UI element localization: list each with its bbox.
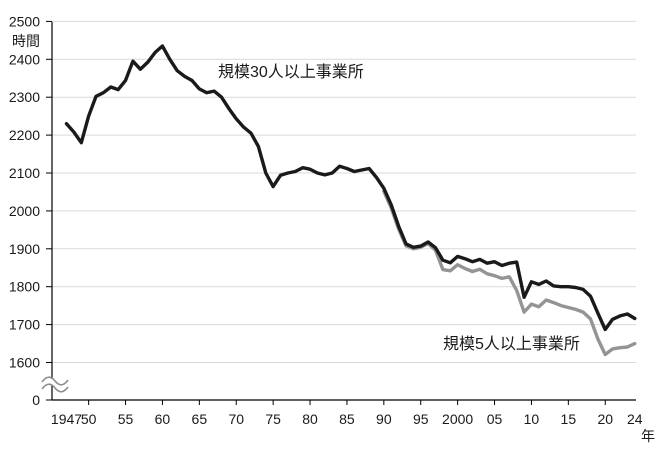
x-tick-label: 95 (413, 411, 429, 427)
y-tick-label: 2500 (9, 13, 40, 29)
axis-break-icon (41, 383, 69, 393)
y-tick-label: 1800 (9, 279, 40, 295)
x-tick-label: 1947 (51, 411, 82, 427)
x-tick-label: 70 (228, 411, 244, 427)
x-tick-label: 05 (487, 411, 503, 427)
x-tick-label: 20 (597, 411, 613, 427)
y-unit-label: 時間 (12, 33, 40, 49)
x-unit-label: 年 (641, 428, 655, 444)
y-tick-label: 2100 (9, 165, 40, 181)
y-tick-label: 2000 (9, 203, 40, 219)
y-tick-label: 1600 (9, 355, 40, 371)
y-tick-label: 2300 (9, 89, 40, 105)
axis-break-icon (41, 376, 69, 386)
x-tick-label: 55 (118, 411, 134, 427)
y-origin-label: 0 (32, 392, 40, 408)
axis-break-mask (39, 377, 71, 392)
x-tick-label: 65 (192, 411, 208, 427)
y-tick-label: 2400 (9, 51, 40, 67)
x-tick-label: 75 (265, 411, 281, 427)
x-tick-label: 85 (339, 411, 355, 427)
series-line-5plus (382, 189, 637, 357)
x-tick-label: 24 (627, 411, 643, 427)
y-tick-label: 1900 (9, 241, 40, 257)
y-tick-label: 1700 (9, 317, 40, 333)
series-line-30plus (64, 44, 637, 332)
x-tick-label: 80 (302, 411, 318, 427)
x-tick-label: 60 (155, 411, 171, 427)
x-tick-label: 10 (524, 411, 540, 427)
series-label-30plus: 規模30人以上事業所 (218, 63, 364, 81)
x-tick-label: 15 (561, 411, 577, 427)
y-tick-label: 2200 (9, 127, 40, 143)
series-label-5plus: 規模5人以上事業所 (443, 335, 580, 353)
x-tick-label: 90 (376, 411, 392, 427)
x-tick-label: 2000 (442, 411, 473, 427)
x-tick-label: 50 (81, 411, 97, 427)
